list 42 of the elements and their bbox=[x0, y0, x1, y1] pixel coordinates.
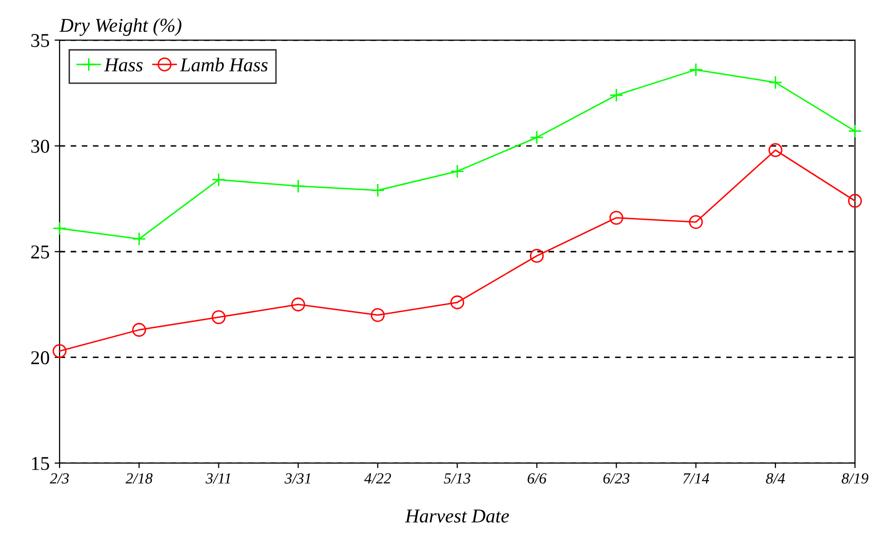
x-tick-label: 8/4 bbox=[766, 473, 785, 484]
x-tick-label: 7/14 bbox=[683, 473, 710, 484]
point bbox=[530, 130, 544, 144]
point bbox=[212, 172, 226, 187]
point bbox=[52, 221, 67, 236]
legend-label: Lamb Hass bbox=[180, 58, 268, 72]
y-tick-label: 35 bbox=[31, 34, 50, 48]
point bbox=[768, 76, 782, 90]
point bbox=[132, 232, 146, 246]
point bbox=[609, 88, 624, 102]
point bbox=[768, 143, 782, 158]
x-tick-label: 6/23 bbox=[603, 473, 630, 484]
point bbox=[688, 62, 703, 77]
x-tick-label: 6/6 bbox=[528, 473, 546, 484]
point bbox=[370, 308, 385, 322]
point bbox=[291, 298, 306, 312]
y-axis-title: Dry Weight (%) bbox=[59, 18, 182, 36]
y-tick-label: 25 bbox=[31, 245, 50, 259]
x-tick-label: 5/13 bbox=[444, 473, 470, 484]
point bbox=[450, 295, 464, 310]
point bbox=[291, 179, 306, 194]
point bbox=[609, 210, 624, 225]
point bbox=[212, 310, 226, 324]
point bbox=[530, 248, 544, 263]
legend-label: Hass bbox=[104, 58, 143, 72]
point bbox=[450, 164, 464, 178]
x-tick-label: 8/19 bbox=[842, 473, 868, 484]
x-axis-title: Harvest Date bbox=[404, 510, 509, 523]
point bbox=[132, 322, 146, 337]
point bbox=[848, 124, 862, 138]
y-tick-label: 20 bbox=[31, 351, 50, 364]
point bbox=[688, 215, 703, 229]
x-tick-label: 3/31 bbox=[284, 473, 310, 484]
point bbox=[848, 194, 862, 208]
x-tick-label: 4/22 bbox=[364, 473, 391, 484]
x-tick-label: 2/18 bbox=[126, 473, 153, 484]
y-tick-label: 15 bbox=[32, 457, 50, 470]
point bbox=[370, 183, 385, 198]
point bbox=[52, 344, 67, 358]
x-tick-label: 3/11 bbox=[206, 473, 230, 484]
x-tick-label: 2/3 bbox=[50, 473, 69, 484]
y-tick-label: 30 bbox=[31, 140, 50, 153]
